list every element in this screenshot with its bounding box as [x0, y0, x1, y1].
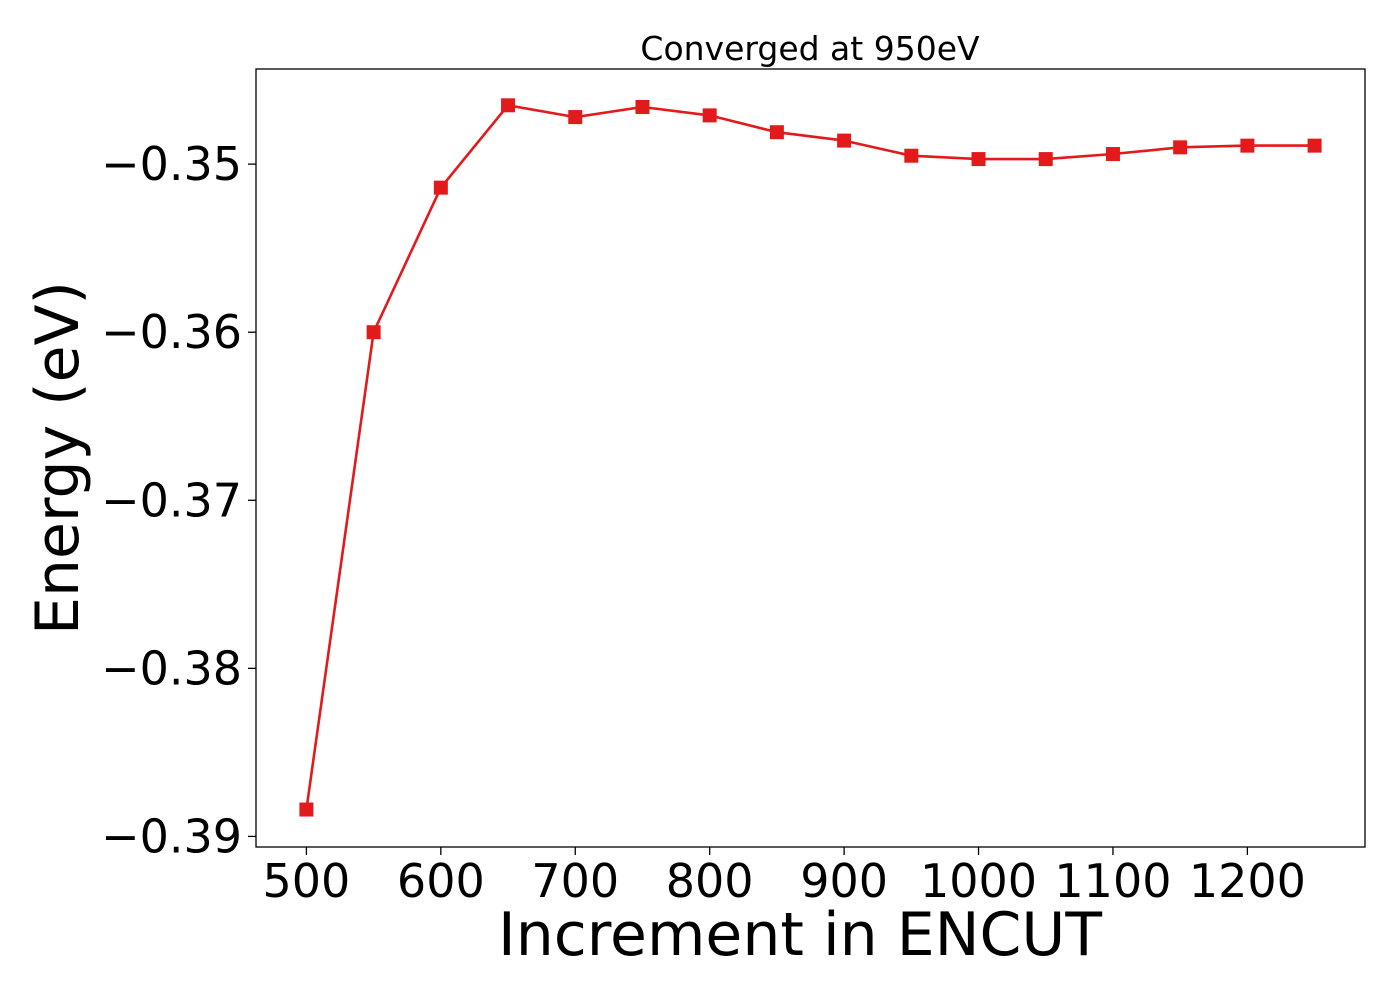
x-tick-label: 800: [666, 854, 754, 908]
data-point: [366, 325, 381, 340]
data-point: [1038, 152, 1053, 167]
plot-frame: [255, 68, 1366, 848]
data-point: [568, 110, 583, 125]
y-tick-label: −0.35: [101, 137, 242, 191]
data-point: [702, 108, 717, 123]
chart-title: Converged at 950eV: [640, 29, 980, 68]
data-point: [971, 152, 986, 167]
x-tick-label: 500: [263, 854, 351, 908]
data-point: [635, 99, 650, 114]
data-point: [769, 125, 784, 140]
plot-area: 500 600 700 800 900 1000 1100 1200 −0.39 −0.38 −0.…: [101, 98, 1322, 908]
y-tick-label: −0.38: [101, 641, 242, 695]
data-point: [1105, 147, 1120, 162]
x-tick-label: 1000: [920, 854, 1037, 908]
x-tick-label: 700: [531, 854, 619, 908]
data-point: [299, 802, 314, 817]
x-tick-label: 1100: [1054, 854, 1171, 908]
data-point: [904, 148, 919, 163]
y-tick-label: −0.39: [101, 809, 242, 863]
data-point: [837, 133, 852, 148]
data-point: [1173, 140, 1188, 155]
y-tick-label: −0.37: [101, 473, 242, 527]
x-tick-label: 900: [800, 854, 888, 908]
x-tick-label: 1200: [1189, 854, 1306, 908]
x-axis-title: Increment in ENCUT: [498, 900, 1102, 970]
series-line: [305, 104, 1315, 810]
data-point: [433, 180, 448, 195]
data-point: [1240, 138, 1255, 153]
data-point: [1307, 138, 1322, 153]
x-tick-label: 600: [397, 854, 485, 908]
data-point: [501, 98, 516, 113]
y-axis-title: Energy (eV): [23, 281, 93, 635]
y-tick-label: −0.36: [101, 305, 242, 359]
